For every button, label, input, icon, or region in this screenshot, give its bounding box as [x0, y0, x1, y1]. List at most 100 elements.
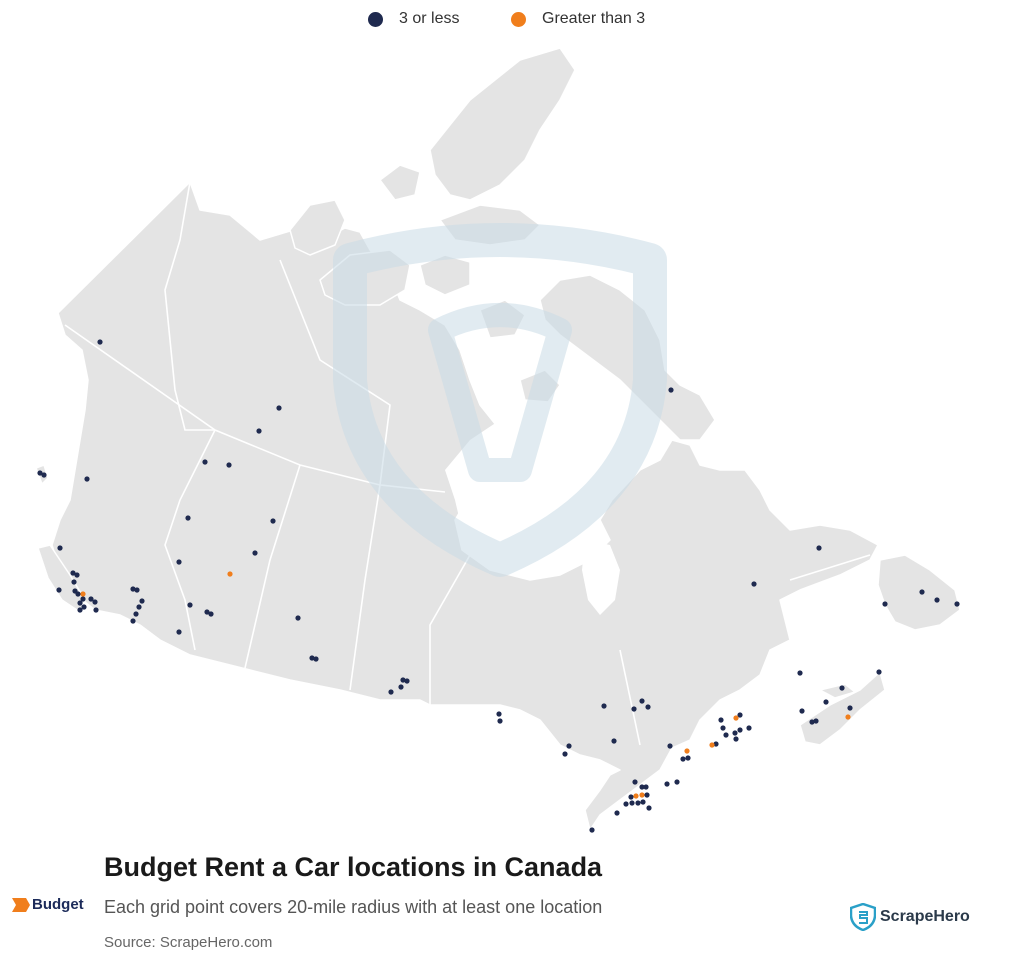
location-point-small	[674, 779, 680, 785]
location-point-small	[93, 607, 99, 613]
location-point-small	[664, 781, 670, 787]
location-point-small	[713, 741, 719, 747]
location-point-small	[733, 736, 739, 742]
location-point-small	[737, 727, 743, 733]
location-point-small	[876, 669, 882, 675]
location-point-small	[81, 604, 87, 610]
location-point-small	[667, 743, 673, 749]
location-point-small	[56, 587, 62, 593]
border-quebec-labrador	[789, 554, 871, 581]
location-point-small	[718, 717, 724, 723]
location-point-small	[77, 600, 83, 606]
locations-small	[37, 339, 960, 833]
location-point-small	[919, 589, 925, 595]
location-point-small	[92, 599, 98, 605]
location-point-small	[139, 598, 145, 604]
location-point-small	[70, 570, 76, 576]
location-point-small	[130, 618, 136, 624]
prince-edward-island	[819, 683, 856, 699]
location-point-small	[404, 678, 410, 684]
location-point-small	[614, 810, 620, 816]
location-point-small	[202, 459, 208, 465]
location-point-small	[680, 756, 686, 762]
location-point-small	[737, 712, 743, 718]
location-point-large	[227, 571, 233, 577]
location-point-small	[388, 689, 394, 695]
location-point-small	[57, 545, 63, 551]
map-legend: 3 or less Greater than 3	[0, 10, 1019, 36]
nova-scotia	[799, 671, 886, 746]
location-point-small	[176, 559, 182, 565]
location-point-small	[130, 586, 136, 592]
location-point-small	[566, 743, 572, 749]
location-point-small	[226, 462, 232, 468]
location-point-small	[685, 755, 691, 761]
location-point-small	[882, 601, 888, 607]
location-point-small	[97, 339, 103, 345]
location-point-small	[589, 827, 595, 833]
location-point-small	[954, 601, 960, 607]
location-point-small	[252, 550, 258, 556]
border-sask-manitoba	[349, 484, 381, 691]
location-point-small	[41, 472, 47, 478]
location-point-small	[645, 704, 651, 710]
location-point-small	[816, 545, 822, 551]
arctic-island-b	[379, 164, 421, 201]
location-point-large	[639, 792, 645, 798]
location-point-small	[37, 470, 43, 476]
budget-logo-text: Budget	[32, 896, 84, 913]
location-point-small	[313, 656, 319, 662]
ellesmere-island	[429, 47, 576, 201]
location-point-small	[185, 515, 191, 521]
location-point-small	[204, 609, 210, 615]
location-point-small	[400, 677, 406, 683]
budget-logo: Budget	[12, 896, 84, 913]
location-point-small	[256, 428, 262, 434]
location-point-small	[134, 587, 140, 593]
location-point-small	[623, 801, 629, 807]
location-point-small	[751, 581, 757, 587]
location-point-small	[813, 718, 819, 724]
location-point-large	[733, 715, 739, 721]
shield-icon	[850, 903, 876, 931]
location-point-small	[80, 596, 86, 602]
location-point-small	[176, 629, 182, 635]
location-point-small	[496, 711, 502, 717]
james-bay	[582, 540, 620, 615]
location-point-small	[720, 725, 726, 731]
baffin-island	[539, 274, 716, 441]
location-point-small	[270, 518, 276, 524]
border-alberta-sask	[244, 464, 301, 669]
location-point-small	[732, 730, 738, 736]
location-point-small	[823, 699, 829, 705]
mainland-landmass	[51, 181, 879, 831]
location-point-small	[88, 596, 94, 602]
map-source: Source: ScrapeHero.com	[104, 934, 273, 951]
location-point-large	[684, 748, 690, 754]
border-manitoba-ontario	[429, 554, 471, 705]
location-point-small	[631, 706, 637, 712]
location-point-small	[839, 685, 845, 691]
location-point-small	[75, 591, 81, 597]
location-point-small	[187, 602, 193, 608]
location-point-large	[80, 591, 86, 597]
location-point-small	[398, 684, 404, 690]
location-point-large	[633, 793, 639, 799]
location-point-small	[632, 779, 638, 785]
location-point-small	[136, 604, 142, 610]
location-point-small	[628, 794, 634, 800]
legend-dot-icon	[511, 11, 526, 27]
location-point-small	[208, 611, 214, 617]
legend-item-large: Greater than 3	[511, 10, 645, 28]
location-point-small	[635, 800, 641, 806]
border-bc-alberta	[164, 429, 216, 651]
location-point-small	[934, 597, 940, 603]
location-point-small	[77, 607, 83, 613]
location-point-small	[276, 405, 282, 411]
location-point-small	[601, 703, 607, 709]
location-point-small	[639, 784, 645, 790]
budget-mark-icon	[12, 897, 30, 912]
location-point-small	[809, 719, 815, 725]
location-point-small	[668, 387, 674, 393]
location-point-small	[639, 698, 645, 704]
